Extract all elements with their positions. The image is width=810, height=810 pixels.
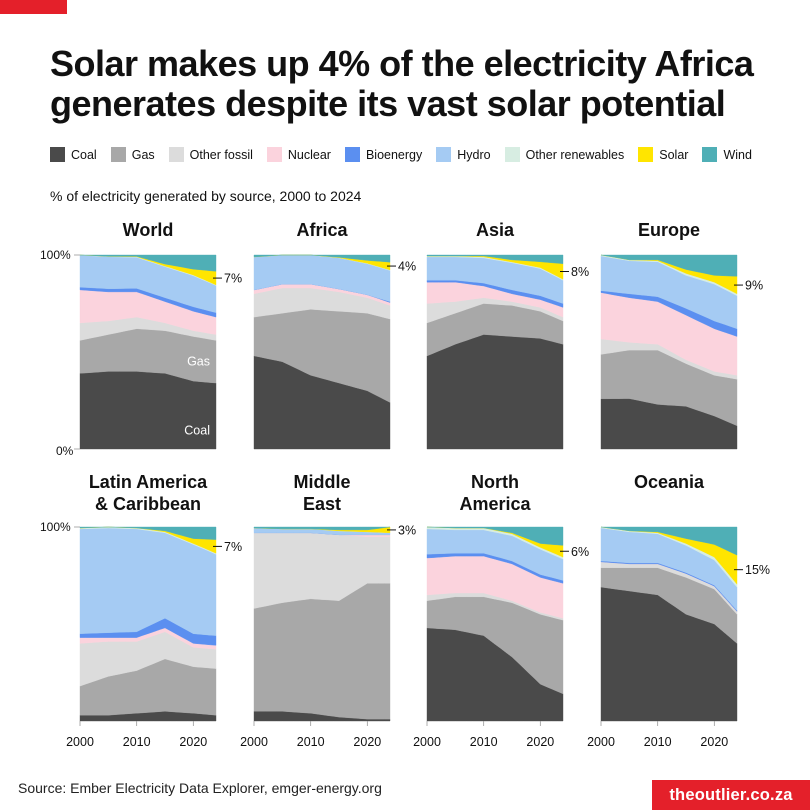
y-tick-label: 100% — [40, 520, 71, 534]
annotation-solar-share: 7% — [224, 540, 242, 554]
x-tick-label: 2010 — [644, 735, 672, 749]
annotation-solar-share: 8% — [571, 265, 589, 279]
panel-world: World 7% Coal Gas 100% 0% — [40, 220, 242, 458]
annotation-solar-share: 9% — [745, 279, 763, 293]
legend-item-gas: Gas — [110, 147, 155, 162]
panel-asia: Asia 8% — [426, 220, 589, 450]
panel-title: World — [123, 220, 174, 240]
area-wind — [600, 254, 738, 277]
area-coal — [426, 334, 564, 450]
legend-label: Nuclear — [287, 147, 331, 162]
legend-swatch — [266, 147, 282, 162]
legend-item-solar: Solar — [638, 147, 688, 162]
legend-item-nuclear: Nuclear — [266, 147, 331, 162]
legend-swatch — [168, 147, 184, 162]
panel-title: North — [471, 472, 519, 492]
area-wind — [253, 526, 391, 531]
legend-item-other-fossil: Other fossil — [168, 147, 253, 162]
legend-label: Bioenergy — [365, 147, 423, 162]
legend-swatch — [702, 147, 718, 162]
panel-title: & Caribbean — [95, 494, 201, 514]
legend-label: Other renewables — [525, 147, 625, 162]
chart-subtitle: % of electricity generated by source, 20… — [50, 188, 362, 204]
legend-swatch — [436, 147, 452, 162]
panel-title: Middle — [294, 472, 351, 492]
legend-label: Wind — [723, 147, 752, 162]
source-note: Source: Ember Electricity Data Explorer,… — [18, 780, 382, 796]
annotation-solar-share: 4% — [398, 260, 416, 274]
series-label-gas: Gas — [187, 355, 210, 369]
panel-europe: Europe 9% — [600, 220, 763, 450]
panel-oceania: Oceania 15% 2000 2010 2020 — [587, 472, 770, 749]
legend-swatch — [110, 147, 126, 162]
area-wind — [253, 254, 391, 263]
legend-item-wind: Wind — [702, 147, 752, 162]
legend-item-coal: Coal — [50, 147, 97, 162]
page-title: Solar makes up 4% of the electricity Afr… — [50, 43, 754, 124]
legend-item-other-renewables: Other renewables — [504, 147, 625, 162]
legend-item-bioenergy: Bioenergy — [344, 147, 423, 162]
area-wind — [600, 526, 738, 556]
legend-label: Gas — [131, 147, 155, 162]
annotation-solar-share: 15% — [745, 563, 770, 577]
legend-swatch — [344, 147, 360, 162]
panel-africa: Africa 4% — [253, 220, 416, 450]
panel-title: Asia — [476, 220, 515, 240]
annotation-solar-share: 3% — [398, 523, 416, 537]
legend-item-hydro: Hydro — [436, 147, 491, 162]
x-tick-label: 2000 — [66, 735, 94, 749]
legend-label: Hydro — [457, 147, 491, 162]
y-tick-label: 0% — [56, 444, 74, 458]
legend: Coal Gas Other fossil Nuclear Bioenergy … — [50, 147, 790, 162]
y-tick-label: 100% — [40, 248, 71, 262]
series-label-coal: Coal — [184, 424, 210, 438]
panel-title: Oceania — [634, 472, 705, 492]
area-wind — [426, 526, 564, 546]
x-tick-label: 2020 — [179, 735, 207, 749]
panel-title: Latin America — [89, 472, 208, 492]
x-tick-label: 2000 — [240, 735, 268, 749]
panel-title: America — [459, 494, 531, 514]
brand-accent-bar — [0, 0, 67, 14]
area-wind — [79, 526, 217, 540]
area-wind — [426, 254, 564, 264]
annotation-solar-share: 7% — [224, 272, 242, 286]
x-tick-label: 2010 — [297, 735, 325, 749]
legend-label: Solar — [659, 147, 689, 162]
legend-swatch — [50, 147, 65, 162]
x-tick-label: 2000 — [413, 735, 441, 749]
panel-title: East — [303, 494, 341, 514]
legend-swatch — [638, 147, 654, 162]
panel-title: Europe — [638, 220, 700, 240]
x-tick-label: 2010 — [470, 735, 498, 749]
x-tick-label: 2020 — [700, 735, 728, 749]
legend-label: Other fossil — [189, 147, 253, 162]
annotation-solar-share: 6% — [571, 545, 589, 559]
x-tick-label: 2010 — [123, 735, 151, 749]
x-tick-label: 2000 — [587, 735, 615, 749]
brand-logo: theoutlier.co.za — [652, 780, 810, 810]
panel-title: Africa — [296, 220, 348, 240]
x-tick-label: 2020 — [526, 735, 554, 749]
x-tick-label: 2020 — [353, 735, 381, 749]
legend-label: Coal — [71, 147, 97, 162]
area-wind — [79, 254, 217, 272]
legend-swatch — [504, 147, 520, 162]
panel-latin-america-caribbean: Latin America& Caribbean 7% 100% 2000 2010 20… — [40, 472, 242, 749]
